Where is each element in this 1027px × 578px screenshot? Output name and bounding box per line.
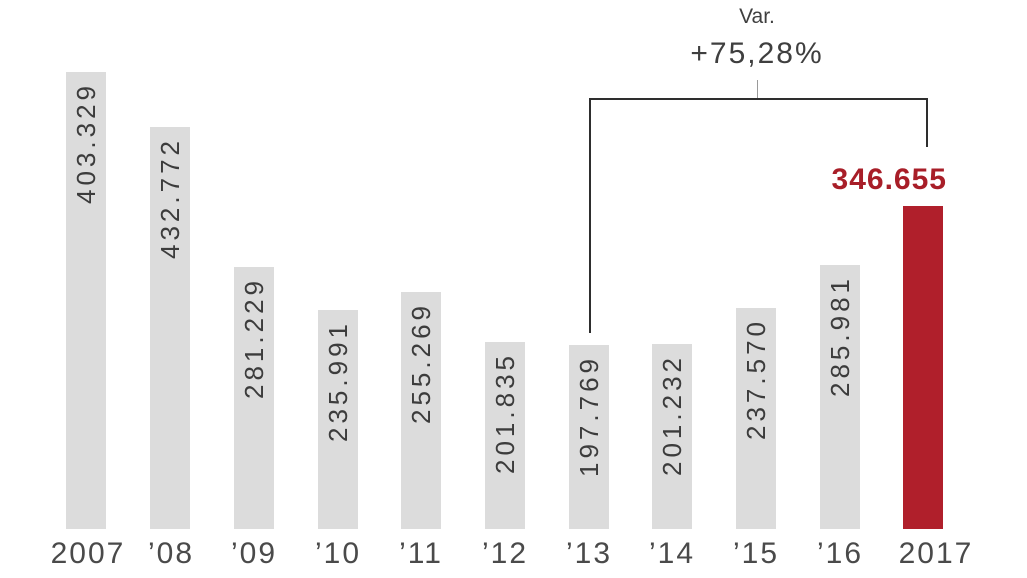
x-axis-label-16: ’16 [816, 537, 864, 570]
variation-title: Var. [739, 5, 775, 28]
x-axis-label-13: ’13 [565, 537, 613, 570]
bar-08 [150, 127, 190, 529]
bar-09 [234, 267, 274, 529]
bar-11 [401, 292, 441, 529]
bar-2007 [66, 72, 106, 529]
bar-value-label: 403.329 [71, 82, 101, 204]
bracket-right-line [926, 98, 928, 147]
bar-value-label: 197.769 [574, 355, 604, 477]
x-axis-label-14: ’14 [648, 537, 696, 570]
x-axis-label-2007: 2007 [50, 537, 126, 570]
variation-value: +75,28% [690, 37, 824, 70]
bar-value-label: 432.772 [155, 137, 185, 259]
bracket-horizontal-line [589, 98, 928, 100]
x-axis-label-09: ’09 [230, 537, 278, 570]
bracket-center-tick-line [757, 80, 758, 98]
x-axis-label-15: ’15 [732, 537, 780, 570]
bracket-left-line [589, 98, 591, 333]
bar-16 [820, 265, 860, 529]
bar-value-label: 201.232 [657, 354, 687, 476]
bar-15 [736, 308, 776, 529]
bar-value-label: 237.570 [741, 318, 771, 440]
bar-value-label: 235.991 [323, 320, 353, 442]
bar-13 [569, 345, 609, 529]
bar-value-label: 281.229 [239, 277, 269, 399]
bar-2017-highlight [903, 206, 943, 529]
bar-12 [485, 342, 525, 529]
bar-value-label: 201.835 [490, 352, 520, 474]
bar-value-label: 255.269 [406, 302, 436, 424]
highlight-value-label: 346.655 [831, 163, 947, 196]
x-axis-label-11: ’11 [399, 537, 443, 570]
x-axis-label-12: ’12 [481, 537, 529, 570]
x-axis-label-10: ’10 [314, 537, 362, 570]
bar-14 [652, 344, 692, 529]
bar-10 [318, 310, 358, 529]
bar-value-label: 285.981 [825, 275, 855, 397]
x-axis-label-08: ’08 [147, 537, 195, 570]
x-axis-label-2017: 2017 [898, 537, 974, 570]
